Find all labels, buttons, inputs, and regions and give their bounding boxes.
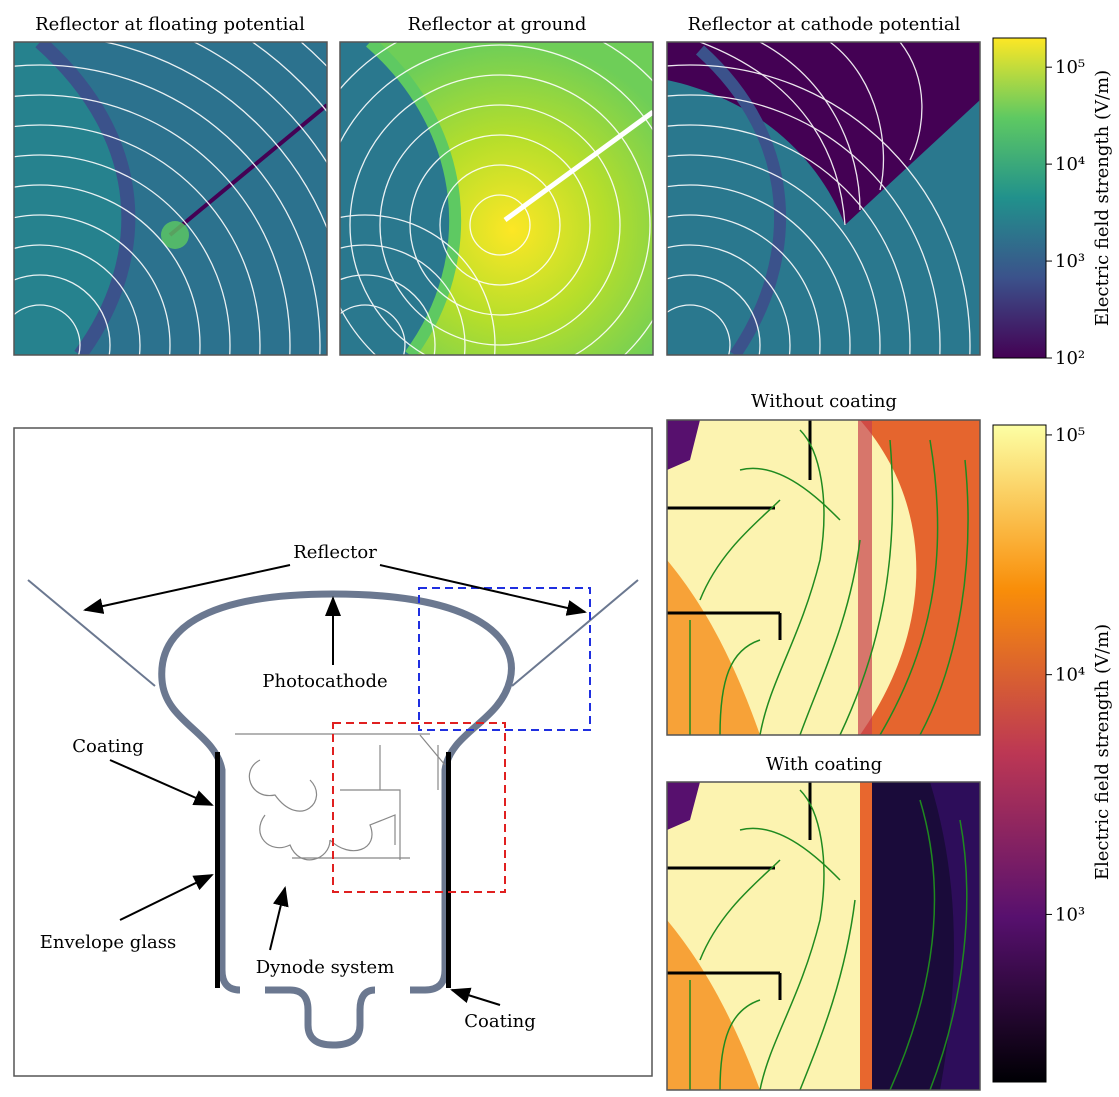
panel-title: Reflector at cathode potential xyxy=(688,14,961,35)
diagram-label: Dynode system xyxy=(256,957,395,978)
diagram-label: Envelope glass xyxy=(40,932,177,953)
colorbar-label: Electric field strength (V/m) xyxy=(1092,624,1113,880)
colorbar-tick-label: 10² xyxy=(1055,348,1085,369)
figure: Reflector at floating potential Reflecto… xyxy=(0,0,1119,1093)
colorbar-tick-label: 10⁵ xyxy=(1055,57,1085,78)
diagram-label: Reflector xyxy=(293,542,377,563)
field-map xyxy=(667,420,980,735)
panel-title: Reflector at floating potential xyxy=(35,14,305,35)
colorbar-tick-label: 10⁵ xyxy=(1055,425,1085,446)
panel-title: With coating xyxy=(766,754,882,775)
colorbar xyxy=(993,425,1046,1082)
colorbar-label: Electric field strength (V/m) xyxy=(1092,70,1113,326)
panel-title: Without coating xyxy=(751,391,897,412)
field-map xyxy=(667,782,980,1090)
panel-title: Reflector at ground xyxy=(408,14,587,35)
colorbar-tick-label: 10³ xyxy=(1055,251,1085,272)
colorbar-tick-label: 10³ xyxy=(1055,904,1085,925)
colorbar xyxy=(993,38,1046,358)
diagram-label: Coating xyxy=(464,1011,535,1032)
diagram-label: Coating xyxy=(72,736,143,757)
colorbar-tick-label: 10⁴ xyxy=(1055,154,1085,175)
colorbar-tick-label: 10⁴ xyxy=(1055,665,1085,686)
diagram-label: Photocathode xyxy=(262,671,387,692)
